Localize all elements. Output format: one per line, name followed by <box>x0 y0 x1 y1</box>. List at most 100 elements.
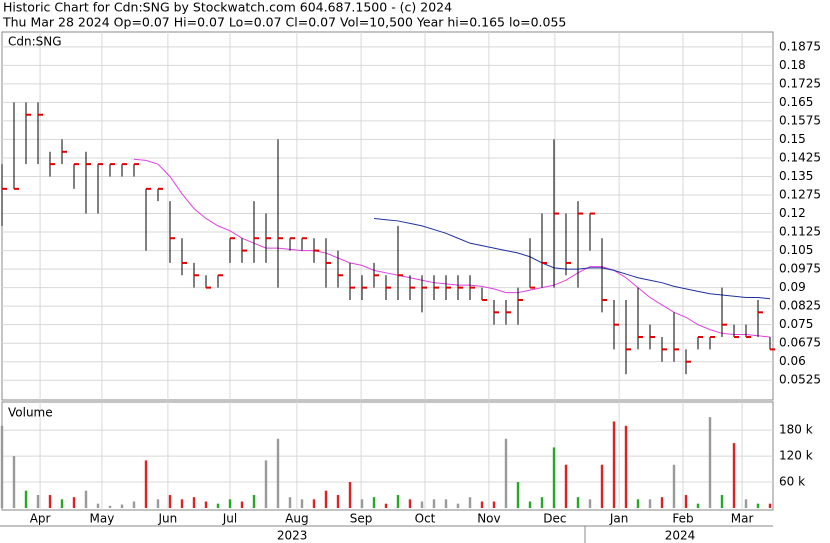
volume-bar <box>372 497 376 508</box>
volume-bar <box>540 497 544 508</box>
y-tick-label: 0.1125 <box>779 225 821 239</box>
volume-bar <box>756 503 760 508</box>
x-tick-label: Apr <box>30 512 51 526</box>
volume-bar <box>12 456 16 508</box>
volume-bar <box>204 501 208 508</box>
volume-bar <box>48 495 52 508</box>
volume-bar <box>576 497 580 508</box>
volume-bar <box>732 443 736 508</box>
volume-bar <box>156 499 160 508</box>
x-tick-label: Aug <box>285 512 308 526</box>
volume-bar <box>144 460 148 508</box>
x-tick-label: Jun <box>158 512 178 526</box>
volume-bar <box>432 499 436 508</box>
volume-bar <box>132 501 136 508</box>
year-label: 2024 <box>665 529 696 543</box>
volume-bar <box>24 490 28 508</box>
volume-bar <box>312 499 316 508</box>
volume-bar <box>480 501 484 508</box>
volume-bar <box>408 499 412 508</box>
volume-bar <box>588 499 592 508</box>
volume-bar <box>624 425 628 508</box>
volume-bar <box>564 464 568 508</box>
volume-bar <box>420 501 424 508</box>
volume-bar <box>84 490 88 508</box>
volume-bar <box>768 503 772 508</box>
volume-bar <box>504 438 508 508</box>
y-tick-label: 0.06 <box>779 354 806 368</box>
x-tick-label: Jan <box>609 512 629 526</box>
volume-bar <box>108 505 112 508</box>
y-tick-label: 0.1875 <box>779 39 821 53</box>
x-tick-label: Oct <box>415 512 436 526</box>
x-tick-label: May <box>89 512 114 526</box>
volume-bar <box>720 495 724 508</box>
y-tick-label: 0.15 <box>779 132 806 146</box>
volume-bar <box>180 499 184 508</box>
moving-average <box>133 158 771 338</box>
symbol-label: Cdn:SNG <box>8 35 62 49</box>
x-tick-label: Feb <box>672 512 693 526</box>
volume-bar <box>72 497 76 508</box>
volume-bar <box>396 495 400 508</box>
y-tick-label: 0.1575 <box>779 113 821 127</box>
volume-bar <box>348 482 352 508</box>
volume-bar <box>324 490 328 508</box>
volume-bar <box>648 499 652 508</box>
y-tick-label: 0.1275 <box>779 188 821 202</box>
header-quote: Thu Mar 28 2024 Op=0.07 Hi=0.07 Lo=0.07 … <box>2 15 566 30</box>
volume-bar <box>120 504 124 508</box>
volume-bar <box>696 503 700 508</box>
volume-bar <box>240 501 244 508</box>
y-tick-label: 0.0975 <box>779 262 821 276</box>
volume-bar <box>384 503 388 508</box>
volume-bar <box>600 464 604 508</box>
header-title: Historic Chart for Cdn:SNG by Stockwatch… <box>3 0 452 15</box>
volume-bar <box>672 464 676 508</box>
volume-bar <box>288 497 292 508</box>
y-tick-label: 0.09 <box>779 280 806 294</box>
volume-bar <box>228 499 232 508</box>
y-tick-label: 0.1725 <box>779 76 821 90</box>
volume-bar <box>612 421 616 508</box>
y-tick-label: 60 k <box>779 475 805 489</box>
x-tick-label: Sep <box>350 512 373 526</box>
year-label: 2023 <box>277 529 308 543</box>
x-tick-label: Jul <box>222 512 237 526</box>
y-tick-label: 0.075 <box>779 317 813 331</box>
y-tick-label: 0.135 <box>779 169 813 183</box>
volume-bar <box>468 497 472 508</box>
volume-bar <box>444 499 448 508</box>
x-tick-label: Mar <box>731 512 754 526</box>
volume-bar <box>492 501 496 508</box>
volume-bar <box>216 503 220 508</box>
volume-bar <box>252 495 256 508</box>
volume-bar <box>336 495 340 508</box>
volume-bar <box>36 495 40 508</box>
volume-bar <box>708 417 712 508</box>
y-tick-label: 0.165 <box>779 95 813 109</box>
y-tick-label: 0.18 <box>779 58 806 72</box>
volume-bar <box>456 503 460 508</box>
y-tick-label: 0.12 <box>779 206 806 220</box>
volume-bar <box>168 495 172 508</box>
volume-bar <box>264 460 268 508</box>
y-tick-label: 0.1425 <box>779 150 821 164</box>
volume-bar <box>360 499 364 508</box>
volume-bar <box>276 438 280 508</box>
y-tick-label: 120 k <box>779 449 813 463</box>
volume-label: Volume <box>8 406 53 420</box>
x-tick-label: Dec <box>543 512 566 526</box>
moving-average <box>373 217 771 300</box>
volume-bar <box>300 499 304 508</box>
volume-bar <box>528 501 532 508</box>
y-tick-label: 0.0525 <box>779 373 821 387</box>
y-tick-label: 0.0825 <box>779 299 821 313</box>
y-tick-label: 180 k <box>779 423 813 437</box>
volume-bar <box>552 447 556 508</box>
volume-bar <box>636 499 640 508</box>
volume-bar <box>192 497 196 508</box>
volume-bar <box>660 497 664 508</box>
